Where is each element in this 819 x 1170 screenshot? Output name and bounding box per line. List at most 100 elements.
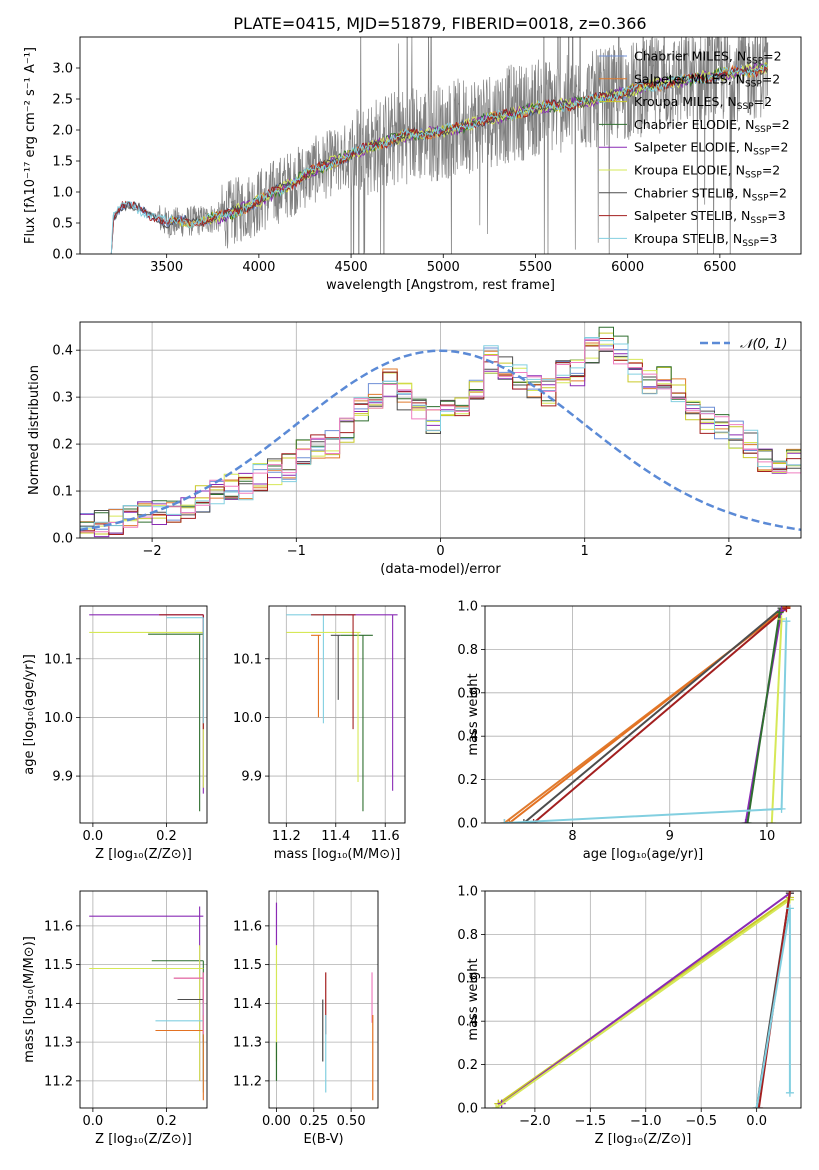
y-tick-label: 0.2 [457,1058,478,1073]
x-tick-label: 5500 [519,260,552,275]
z-vs-weight-panel: −2.0 −1.5 −1.0 −0.5 0.0 0.0 0.2 0.4 0.6 0.8 1.0 Z [… [457,885,802,1147]
x-tick-label: 0.0 [746,1114,767,1129]
x-tick-label: 8 [568,829,576,844]
y-tick-label: 11.2 [44,1074,73,1089]
y-tick-label: 11.5 [44,958,73,973]
x-axis-label: E(B-V) [303,1132,343,1147]
mass-weight-marker [782,617,791,626]
x-tick-label: 0.2 [156,829,177,844]
mass-weight-marker [752,1104,761,1108]
x-tick-label: 6000 [611,260,644,275]
gaussian-curve [80,349,801,532]
x-tick-label: −1 [287,544,306,559]
axes-frame [79,36,802,255]
y-tick-label: 11.6 [44,919,73,934]
y-tick-label: 9.9 [241,770,262,785]
x-tick-label: −2.0 [519,1114,551,1129]
y-tick-label: 0.0 [457,817,478,832]
legend-entry: Salpeter STELIB, NSSP=3 [634,208,786,226]
y-tick-label: 1.0 [457,885,478,900]
residual-histogram-step [80,343,801,530]
y-tick-label: 0.8 [457,643,478,658]
x-tick-label: 2 [725,544,733,559]
mass-weight-marker [785,904,794,913]
y-tick-label: 11.3 [233,1036,262,1051]
legend-entry: Salpeter ELODIE, NSSP=2 [634,140,788,158]
mass-weight-marker [775,608,784,617]
y-axis-label: mass [log₁₀(M/M⊙)] [22,936,37,1063]
x-tick-label: −1.5 [575,1114,607,1129]
x-axis-label: wavelength [Angstrom, rest frame] [326,278,555,293]
y-tick-label: 2.5 [52,93,73,108]
y-tick-label: 10.1 [233,652,262,667]
y-axis-label: mass weight [466,958,481,1040]
mass-weight-marker [519,819,528,823]
mass-weight-marker [505,819,514,823]
y-tick-label: 2.0 [52,124,73,139]
y-axis-label: Flux [fλ10⁻¹⁷ erg cm⁻² s⁻¹ A⁻¹] [23,47,38,244]
residual-histogram-panel: −2 −1 0 1 2 0.0 0.1 0.2 0.3 0.4 (data-model)/error… [27,321,802,577]
x-tick-label: 11.6 [371,829,400,844]
y-tick-label: 3.0 [52,62,73,77]
y-tick-label: 0.5 [52,217,73,232]
y-tick-label: 0.8 [457,928,478,943]
x-tick-label: 3500 [150,260,183,275]
residual-histogram-step [80,339,801,533]
x-tick-label: −0.5 [685,1114,717,1129]
y-tick-label: 11.6 [233,919,262,934]
residual-histogram-step [80,337,801,528]
x-axis-label: age [log₁₀(age/yr)] [583,847,704,862]
y-tick-label: 11.5 [233,958,262,973]
y-tick-label: 0.6 [457,971,478,986]
mass-weight-marker [754,1104,763,1108]
mass-vs-age-panel: 11.2 11.4 11.6 9.9 10.0 10.1 mass [log₁₀(M/M⊙)… [233,605,406,862]
figure-title: PLATE=0415, MJD=51879, FIBERID=0018, z=0… [233,14,646,33]
mass-weight-marker [777,804,786,813]
legend-entry: Chabrier STELIB, NSSP=2 [634,185,787,203]
legend-entry: Kroupa STELIB, NSSP=3 [634,231,778,249]
x-tick-label: 0.50 [337,1114,366,1129]
mass-weight-marker [743,819,752,823]
mass-weight-line [755,908,791,1108]
axes-frame [268,605,406,824]
y-tick-label: 10.0 [44,711,73,726]
y-tick-label: 0.0 [457,1102,478,1117]
y-tick-label: 0.1 [52,485,73,500]
x-tick-label: 0 [436,544,444,559]
axes-frame [268,890,379,1109]
mass-weight-marker [782,606,791,613]
mass-weight-marker [785,891,794,895]
mass-weight-line [770,618,783,823]
x-tick-label: 4500 [335,260,368,275]
x-tick-label: 0.0 [83,829,104,844]
legend-entry: 𝒩(0, 1) [740,337,787,352]
y-tick-label: 0.0 [52,248,73,263]
age-vs-weight-panel: 8 9 10 0.0 0.2 0.4 0.6 0.8 1.0 age [log₁₀(age/yr)… [457,600,802,862]
x-tick-label: 5000 [427,260,460,275]
x-tick-label: −2 [143,544,162,559]
x-axis-label: Z [log₁₀(Z/Z⊙)] [95,847,192,862]
y-tick-label: 0.2 [52,438,73,453]
x-tick-label: 0.0 [83,1114,104,1129]
y-tick-label: 0.0 [52,532,73,547]
mass-weight-marker [492,1104,501,1108]
x-axis-label: mass [log₁₀(M/M⊙)] [274,847,401,862]
ebv-vs-mass-panel: 0.00 0.25 0.50 11.2 11.3 11.4 11.5 11.6 E(B-V) [233,890,379,1147]
mass-weight-marker [785,1088,794,1097]
y-tick-label: 9.9 [52,770,73,785]
x-tick-label: 11.2 [272,829,301,844]
axes-frame [79,605,208,824]
mass-weight-line [495,898,791,1108]
y-tick-label: 0.3 [52,391,73,406]
y-axis-label: Normed distribution [27,365,42,495]
y-tick-label: 11.3 [44,1036,73,1051]
x-tick-label: 6500 [703,260,736,275]
x-tick-label: 0.00 [262,1114,291,1129]
x-tick-label: 10 [759,829,776,844]
x-axis-label: (data-model)/error [380,562,501,577]
mass-weight-line [746,612,781,823]
legend-entry: Salpeter MILES, NSSP=2 [634,71,780,89]
x-tick-label: −1.0 [630,1114,662,1129]
x-tick-label: 1 [581,544,589,559]
